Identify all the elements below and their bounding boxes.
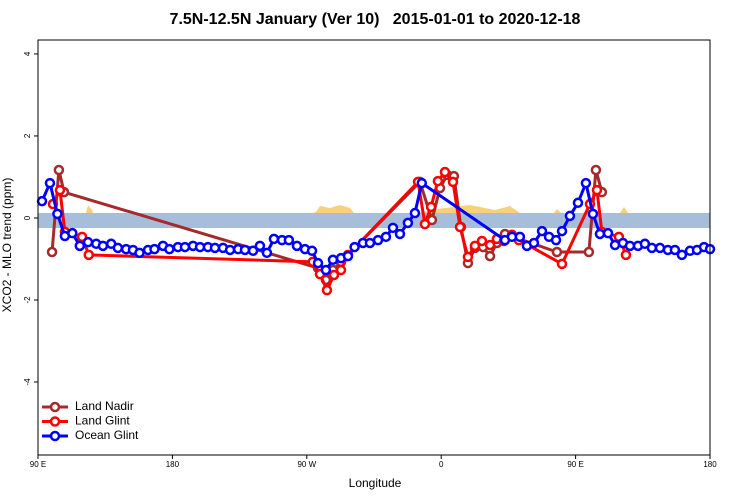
legend-label: Land Glint — [75, 414, 130, 428]
data-point — [476, 235, 488, 247]
x-tick-label: 90 E — [30, 460, 46, 469]
chart-title: 7.5N-12.5N January (Ver 10) 2015-01-01 t… — [170, 11, 581, 28]
data-point — [261, 247, 273, 259]
legend-marker — [49, 416, 61, 427]
legend-label: Land Nadir — [75, 399, 134, 413]
data-point — [254, 240, 266, 252]
data-point — [387, 222, 399, 234]
data-point — [82, 236, 94, 248]
legend-label: Ocean Glint — [75, 428, 139, 442]
x-tick-label: 90 E — [567, 460, 583, 469]
y-tick-label: -4 — [23, 378, 32, 386]
data-point — [484, 250, 496, 262]
land-area — [86, 205, 628, 213]
data-point — [247, 245, 259, 257]
data-point — [164, 243, 175, 255]
data-point — [52, 208, 63, 220]
data-point — [425, 201, 437, 213]
data-point — [53, 164, 65, 176]
data-point — [462, 251, 474, 263]
y-tick-label: 2 — [23, 133, 32, 138]
data-point — [469, 240, 481, 252]
legend-marker — [49, 401, 61, 413]
data-point — [67, 227, 78, 239]
x-tick-label: 0 — [439, 460, 444, 469]
data-point — [364, 237, 376, 249]
data-point — [83, 249, 95, 261]
data-point — [676, 249, 688, 261]
data-point — [306, 245, 318, 257]
data-point — [112, 242, 124, 254]
data-point — [580, 177, 592, 189]
data-point — [36, 195, 48, 207]
data-point — [624, 240, 636, 252]
data-point — [416, 177, 428, 189]
data-point — [669, 244, 681, 256]
data-point — [342, 250, 354, 262]
data-point — [583, 246, 595, 258]
data-point — [594, 228, 606, 240]
data-point — [551, 246, 563, 258]
data-point — [528, 237, 540, 249]
x-tick-label: 180 — [703, 460, 717, 469]
y-tick-label: 4 — [23, 51, 32, 56]
data-point — [268, 233, 280, 245]
data-point — [620, 249, 632, 261]
y-tick-label: -2 — [23, 296, 32, 304]
data-point — [328, 269, 340, 281]
data-point — [312, 257, 324, 269]
data-point — [44, 177, 56, 189]
data-point — [439, 166, 451, 178]
data-point — [484, 239, 496, 251]
data-point — [321, 284, 333, 296]
data-point — [149, 243, 160, 255]
data-point — [447, 176, 459, 188]
data-point — [590, 164, 602, 176]
data-point — [283, 234, 295, 246]
data-point — [454, 221, 466, 233]
data-point — [209, 242, 221, 254]
data-point — [97, 240, 109, 252]
data-point — [291, 240, 303, 252]
data-point — [179, 241, 191, 253]
plot-frame — [37, 39, 711, 456]
data-point — [556, 225, 568, 237]
data-point — [320, 264, 332, 276]
y-axis-label: XCO2 - MLO trend (ppm) — [0, 178, 14, 313]
data-point — [380, 231, 392, 243]
data-point — [564, 210, 576, 222]
data-point — [514, 231, 526, 243]
y-tick-label: 0 — [23, 215, 32, 220]
data-point — [349, 241, 360, 253]
data-point — [74, 240, 86, 252]
data-point — [550, 234, 562, 246]
data-point — [419, 218, 431, 230]
data-point — [572, 197, 584, 209]
legend-marker — [49, 430, 61, 442]
data-point — [54, 184, 66, 196]
data-point — [587, 208, 599, 220]
data-point — [134, 247, 145, 259]
data-point — [432, 175, 444, 187]
data-point — [591, 184, 603, 196]
data-point — [335, 264, 347, 276]
data-point — [46, 246, 58, 258]
data-point — [646, 242, 658, 254]
data-point — [327, 254, 339, 266]
x-axis-label: Longitude — [349, 476, 402, 490]
land-mask — [38, 205, 710, 228]
data-point — [556, 258, 568, 270]
data-point — [394, 228, 406, 240]
x-tick-label: 180 — [166, 460, 180, 469]
data-point — [602, 227, 614, 239]
data-point — [402, 217, 414, 229]
data-point — [409, 207, 421, 219]
data-point — [239, 244, 251, 256]
x-tick-label: 90 W — [297, 460, 316, 469]
zero-band — [38, 213, 710, 228]
data-point — [536, 225, 548, 237]
data-point — [224, 244, 236, 256]
